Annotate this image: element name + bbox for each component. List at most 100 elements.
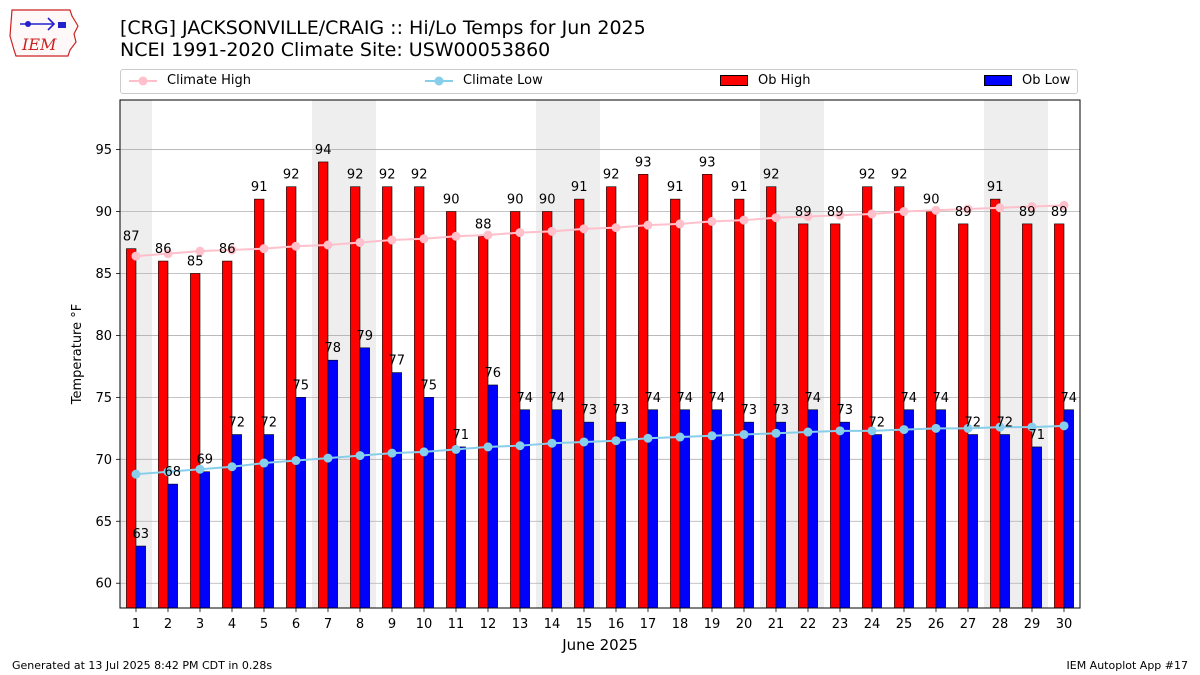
climate-high-point [739,215,749,225]
x-tick-label: 19 [704,617,721,632]
ob-low-bar [935,409,946,609]
ob-high-bar [414,186,425,609]
ob-low-bar [167,483,178,609]
ob-high-bar [926,211,937,609]
climate-high-point [227,245,237,255]
climate-high-point [675,219,685,229]
ob-low-label: 73 [837,403,854,418]
x-tick-label: 5 [260,617,268,632]
climate-high-point [291,241,301,251]
climate-low-point [163,467,173,477]
x-tick-label: 3 [196,617,204,632]
ob-high-bar [254,198,265,609]
climate-low-point [291,456,301,466]
y-tick-label: 95 [95,143,112,158]
footer-app: IEM Autoplot App #17 [1066,659,1189,672]
ob-high-label: 89 [827,205,844,220]
ob-low-label: 76 [485,366,502,381]
climate-low-point [931,423,941,433]
y-tick-label: 85 [95,267,112,282]
ob-high-label: 88 [475,217,492,232]
logo-text: IEM [21,35,57,54]
ob-low-bar [327,359,338,609]
ob-low-bar [967,434,978,609]
ob-high-bar [446,211,457,609]
x-tick-label: 23 [832,617,849,632]
climate-low-point [835,426,845,436]
ob-low-label: 72 [869,416,886,431]
climate-low-point [387,448,397,458]
y-tick-label: 60 [95,577,112,592]
x-tick-label: 2 [164,617,172,632]
climate-high-point [579,224,589,234]
ob-high-bar [1022,223,1033,609]
ob-low-label: 78 [325,341,342,356]
y-tick-label: 80 [95,329,112,344]
climate-low-point [355,451,365,461]
x-tick-label: 9 [388,617,396,632]
climate-high-point [803,211,813,221]
legend-climate-low-label: Climate Low [463,73,543,88]
climate-low-point [707,431,717,441]
ob-low-bar [999,434,1010,609]
ob-high-bar [606,186,617,609]
ob-low-label: 79 [357,329,374,344]
y-tick-label: 70 [95,453,112,468]
ob-low-label: 74 [709,391,726,406]
climate-high-point [899,207,909,217]
legend-climate-high: Climate High [129,73,251,88]
ob-low-bar [231,434,242,609]
legend-climate-low-marker [425,76,453,85]
climate-low-point [131,469,141,479]
ob-low-label: 69 [197,453,214,468]
ob-low-bar [775,421,786,609]
ob-low-bar [1031,446,1042,609]
climate-low-line [135,424,1065,476]
climate-high-point [1059,200,1069,210]
x-tick-label: 8 [356,617,364,632]
x-tick-label: 11 [448,617,465,632]
ob-high-label: 92 [891,168,908,183]
x-tick-label: 30 [1056,617,1073,632]
ob-high-label: 85 [187,254,204,269]
x-tick-label: 29 [1024,617,1041,632]
ob-low-bar [199,471,210,609]
ob-high-label: 93 [635,155,652,170]
ob-high-bar [190,273,201,609]
climate-low-point [803,427,813,437]
ob-low-label: 71 [1029,428,1046,443]
x-tick-label: 28 [992,617,1009,632]
climate-low-point [643,433,653,443]
x-tick-label: 4 [228,617,236,632]
ob-low-bar [1063,409,1074,609]
ob-low-label: 74 [805,391,822,406]
legend-ob-low: Ob Low [984,73,1070,88]
y-tick-label: 90 [95,205,112,220]
ob-low-label: 63 [133,527,150,542]
x-tick-label: 16 [608,617,625,632]
ob-high-bar [222,260,233,609]
climate-low-point [899,425,909,435]
ob-high-bar [798,223,809,609]
climate-high-point [835,210,845,220]
climate-low-point [259,458,269,468]
ob-low-bar [423,397,434,609]
climate-low-point [419,447,429,457]
footer-generated: Generated at 13 Jul 2025 8:42 PM CDT in … [12,659,273,672]
climate-high-point [323,240,333,250]
ob-high-label: 92 [603,168,620,183]
ob-low-bar [391,372,402,609]
climate-high-point [195,246,205,256]
ob-high-bar [318,161,329,609]
ob-high-label: 92 [859,168,876,183]
ob-high-bar [1054,223,1065,609]
ob-low-label: 74 [645,391,662,406]
ob-low-label: 75 [421,378,438,393]
climate-low-point [579,437,589,447]
ob-low-label: 73 [613,403,630,418]
ob-high-bar [990,198,1001,609]
iem-logo: IEM [8,6,82,60]
ob-low-bar [487,384,498,609]
ob-low-label: 73 [741,403,758,418]
